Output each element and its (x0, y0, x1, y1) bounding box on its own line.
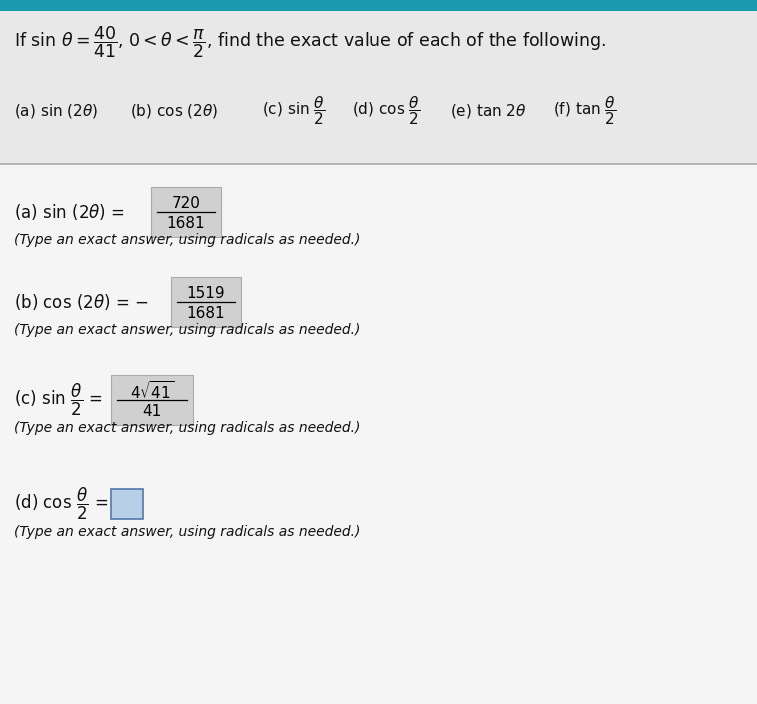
FancyBboxPatch shape (111, 489, 143, 519)
Text: (Type an exact answer, using radicals as needed.): (Type an exact answer, using radicals as… (14, 421, 360, 435)
Text: (Type an exact answer, using radicals as needed.): (Type an exact answer, using radicals as… (14, 525, 360, 539)
Text: 1681: 1681 (167, 215, 205, 230)
Text: $4\sqrt{41}$: $4\sqrt{41}$ (130, 380, 174, 402)
Text: (b) cos (2$\theta$): (b) cos (2$\theta$) (130, 102, 219, 120)
Text: (Type an exact answer, using radicals as needed.): (Type an exact answer, using radicals as… (14, 233, 360, 247)
Text: (e) tan 2$\theta$: (e) tan 2$\theta$ (450, 102, 527, 120)
FancyBboxPatch shape (111, 375, 193, 425)
Text: (c) sin $\dfrac{\theta}{2}$: (c) sin $\dfrac{\theta}{2}$ (262, 94, 326, 127)
Text: (a) sin (2$\theta$) =: (a) sin (2$\theta$) = (14, 202, 125, 222)
Text: (a) sin (2$\theta$): (a) sin (2$\theta$) (14, 102, 98, 120)
Text: (d) cos $\dfrac{\theta}{2}$ =: (d) cos $\dfrac{\theta}{2}$ = (14, 486, 108, 522)
Text: 1519: 1519 (187, 286, 226, 301)
FancyBboxPatch shape (151, 187, 221, 237)
Text: (f) tan $\dfrac{\theta}{2}$: (f) tan $\dfrac{\theta}{2}$ (553, 94, 617, 127)
Text: If sin $\theta =\dfrac{40}{41}$, $0<\theta <\dfrac{\pi}{2}$, find the exact valu: If sin $\theta =\dfrac{40}{41}$, $0<\the… (14, 24, 606, 60)
Text: (Type an exact answer, using radicals as needed.): (Type an exact answer, using radicals as… (14, 323, 360, 337)
Text: 1681: 1681 (187, 306, 226, 320)
FancyBboxPatch shape (0, 11, 757, 164)
FancyBboxPatch shape (0, 164, 757, 704)
Text: (b) cos (2$\theta$) = $-$: (b) cos (2$\theta$) = $-$ (14, 292, 148, 312)
Text: (d) cos $\dfrac{\theta}{2}$: (d) cos $\dfrac{\theta}{2}$ (352, 94, 421, 127)
FancyBboxPatch shape (0, 0, 757, 11)
Text: (c) sin $\dfrac{\theta}{2}$ =: (c) sin $\dfrac{\theta}{2}$ = (14, 382, 102, 418)
Text: 41: 41 (142, 403, 162, 418)
FancyBboxPatch shape (171, 277, 241, 327)
Text: 720: 720 (172, 196, 201, 210)
